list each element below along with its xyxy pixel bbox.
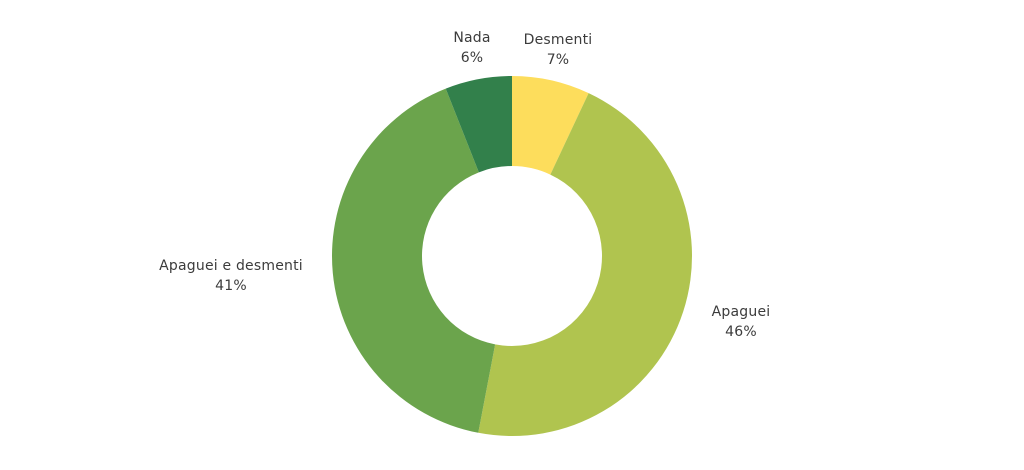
donut-slices: [331, 76, 692, 436]
slice-label-name: Apaguei e desmenti: [159, 258, 303, 274]
slice-desmenti: [512, 76, 589, 175]
slice-labels: Desmenti 7% Apaguei 46% Apaguei e desmenti 41…: [159, 30, 770, 340]
slice-label-value: 46%: [725, 324, 757, 340]
slice-label-value: 41%: [215, 278, 247, 294]
slice-label-nada: Nada 6%: [453, 30, 490, 66]
slice-label-apaguei-e-desmenti: Apaguei e desmenti 41%: [159, 258, 303, 294]
slice-label-name: Apaguei: [712, 304, 771, 320]
slice-label-value: 6%: [461, 50, 484, 66]
slice-label-value: 7%: [547, 52, 570, 68]
slice-apaguei-e-desmenti: [331, 88, 496, 433]
slice-label-name: Nada: [453, 30, 490, 46]
slice-apaguei: [478, 93, 692, 436]
slice-label-desmenti: Desmenti 7%: [524, 32, 593, 68]
slice-label-name: Desmenti: [524, 32, 593, 48]
slice-label-apaguei: Apaguei 46%: [712, 304, 771, 340]
slice-nada: [445, 76, 512, 173]
